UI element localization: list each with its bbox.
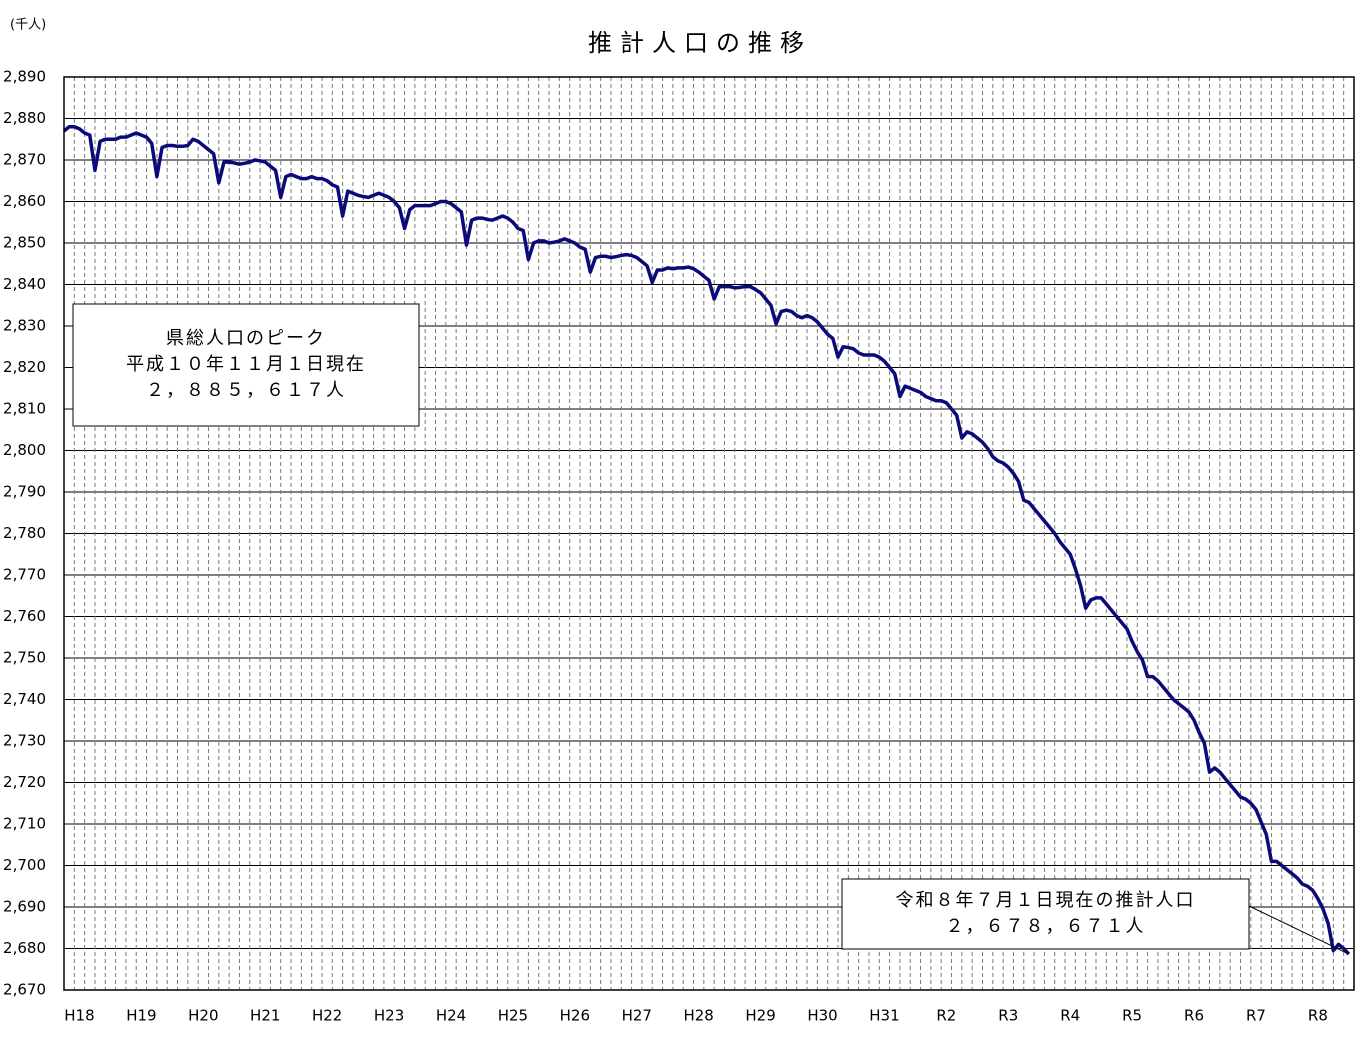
y-tick-label: 2,840 (3, 275, 46, 293)
y-tick-label: 2,880 (3, 109, 46, 127)
x-tick-label: H23 (374, 1007, 404, 1025)
x-tick-label: H29 (745, 1007, 775, 1025)
data-line (62, 125, 1351, 956)
annotation-text: 県総人口のピーク (166, 328, 326, 349)
x-tick-label: H26 (560, 1007, 590, 1025)
y-tick-label: 2,680 (3, 939, 46, 957)
x-tick-label: H20 (188, 1007, 218, 1025)
x-tick-label: H22 (312, 1007, 342, 1025)
y-tick-label: 2,780 (3, 524, 46, 542)
y-tick-label: 2,700 (3, 856, 46, 874)
x-tick-label: H21 (250, 1007, 280, 1025)
annotation-text: ２，６７８，６７１人 (946, 916, 1146, 937)
x-tick-label: R2 (936, 1007, 956, 1025)
y-tick-label: 2,710 (3, 815, 46, 833)
plot-frame (63, 76, 1355, 991)
x-tick-label: R8 (1308, 1007, 1328, 1025)
y-tick-label: 2,740 (3, 690, 46, 708)
x-tick-label: H31 (869, 1007, 899, 1025)
annotation-box (72, 303, 420, 427)
x-tick-label: R4 (1060, 1007, 1080, 1025)
y-tick-label: 2,720 (3, 773, 46, 791)
x-tick-label: H30 (807, 1007, 837, 1025)
y-tick-label: 2,750 (3, 649, 46, 667)
annotation-text: 令和８年７月１日現在の推計人口 (896, 890, 1196, 911)
annotation-box (841, 878, 1250, 950)
y-tick-label: 2,770 (3, 566, 46, 584)
y-tick-label: 2,830 (3, 317, 46, 335)
y-tick-label: 2,800 (3, 441, 46, 459)
grid (64, 76, 1354, 991)
y-tick-label: 2,810 (3, 400, 46, 418)
y-tick-label: 2,760 (3, 607, 46, 625)
x-tick-label: R7 (1246, 1007, 1266, 1025)
chart-title: 推計人口の推移 (588, 29, 812, 57)
y-tick-label: 2,670 (3, 981, 46, 999)
x-tick-label: R3 (998, 1007, 1018, 1025)
y-tick-label: 2,790 (3, 483, 46, 501)
y-tick-label: 2,820 (3, 358, 46, 376)
x-tick-label: H18 (64, 1007, 94, 1025)
x-tick-label: R5 (1122, 1007, 1142, 1025)
x-tick-label: H19 (126, 1007, 156, 1025)
annotation-text: 平成１０年１１月１日現在 (126, 354, 366, 375)
x-tick-label: H24 (436, 1007, 466, 1025)
y-tick-label: 2,690 (3, 898, 46, 916)
y-tick-label: 2,860 (3, 192, 46, 210)
y-unit-label: (千人) (10, 18, 46, 33)
x-tick-label: H27 (622, 1007, 652, 1025)
plot (62, 125, 1351, 956)
x-tick-label: H28 (683, 1007, 713, 1025)
annotation-text: ２，８８５，６１７人 (146, 380, 346, 401)
x-tick-label: R6 (1184, 1007, 1204, 1025)
annotation-leader (1248, 905, 1350, 955)
y-tick-label: 2,850 (3, 234, 46, 252)
y-tick-label: 2,890 (3, 68, 46, 86)
y-tick-label: 2,870 (3, 151, 46, 169)
y-tick-label: 2,730 (3, 732, 46, 750)
x-tick-label: H25 (498, 1007, 528, 1025)
